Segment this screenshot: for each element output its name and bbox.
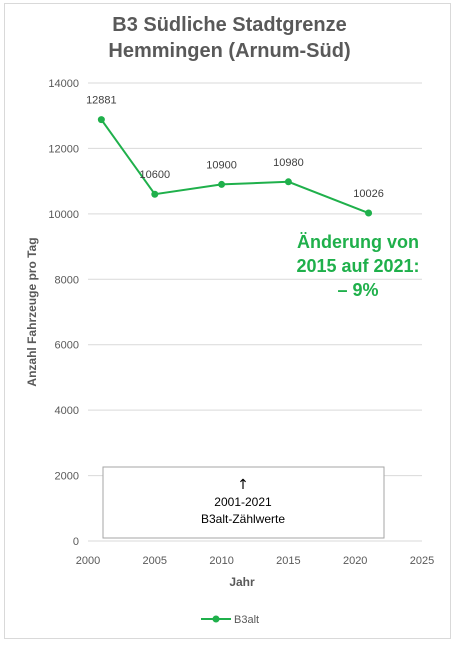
- x-tick-label: 2015: [276, 555, 300, 567]
- data-point: [151, 190, 159, 198]
- x-tick-label: 2010: [209, 555, 233, 567]
- source-box-line1: 2001-2021: [214, 495, 272, 509]
- y-tick-label: 12000: [48, 143, 79, 155]
- y-tick-label: 10000: [48, 209, 79, 221]
- change-annotation: Änderung von 2015 auf 2021: – 9%: [288, 230, 428, 302]
- data-point: [218, 180, 226, 188]
- y-tick-label: 0: [73, 536, 79, 548]
- data-label: 12881: [86, 95, 117, 107]
- data-point: [365, 209, 373, 217]
- y-axis-label: Anzahl Fahrzeuge pro Tag: [25, 237, 39, 386]
- y-tick-label: 6000: [55, 340, 79, 352]
- annotation-line2: 2015 auf 2021:: [296, 256, 420, 276]
- chart-title: B3 Südliche Stadtgrenze Hemmingen (Arnum…: [0, 12, 459, 64]
- source-box-border: [102, 466, 385, 539]
- source-box: ↑ 2001-2021 B3alt-Zählwerte: [102, 466, 385, 539]
- y-tick-label: 8000: [55, 274, 79, 286]
- chart-title-line1: B3 Südliche Stadtgrenze: [112, 14, 347, 36]
- y-tick-label: 2000: [55, 471, 79, 483]
- x-tick-label: 2020: [343, 555, 367, 567]
- data-label: 10600: [140, 169, 171, 181]
- annotation-line1: Änderung von: [297, 232, 419, 252]
- chart-title-line2: Hemmingen (Arnum-Süd): [108, 40, 351, 62]
- x-tick-label: 2005: [143, 555, 167, 567]
- data-point: [284, 178, 292, 186]
- legend: B3alt: [201, 614, 259, 626]
- y-tick-label: 14000: [48, 78, 79, 90]
- up-arrow-icon: ↑: [237, 477, 249, 493]
- source-box-line2: B3alt-Zählwerte: [201, 512, 285, 526]
- series-b3alt: 12881 10600 10900 10980 10026: [86, 95, 384, 217]
- annotation-line3: – 9%: [337, 280, 379, 300]
- data-label: 10026: [353, 188, 384, 200]
- legend-label: B3alt: [234, 614, 259, 626]
- data-point: [97, 116, 105, 124]
- x-tick-label: 2000: [76, 555, 100, 567]
- data-label: 10900: [206, 159, 237, 171]
- x-axis-label: Jahr: [229, 575, 255, 589]
- y-tick-labels: 0 2000 4000 6000 8000 10000 12000 14000: [48, 78, 79, 548]
- x-tick-labels: 2000 2005 2010 2015 2020 2025: [76, 555, 434, 567]
- x-tick-label: 2025: [410, 555, 434, 567]
- legend-marker: [212, 615, 220, 623]
- y-tick-label: 4000: [55, 405, 79, 417]
- data-label: 10980: [273, 157, 304, 169]
